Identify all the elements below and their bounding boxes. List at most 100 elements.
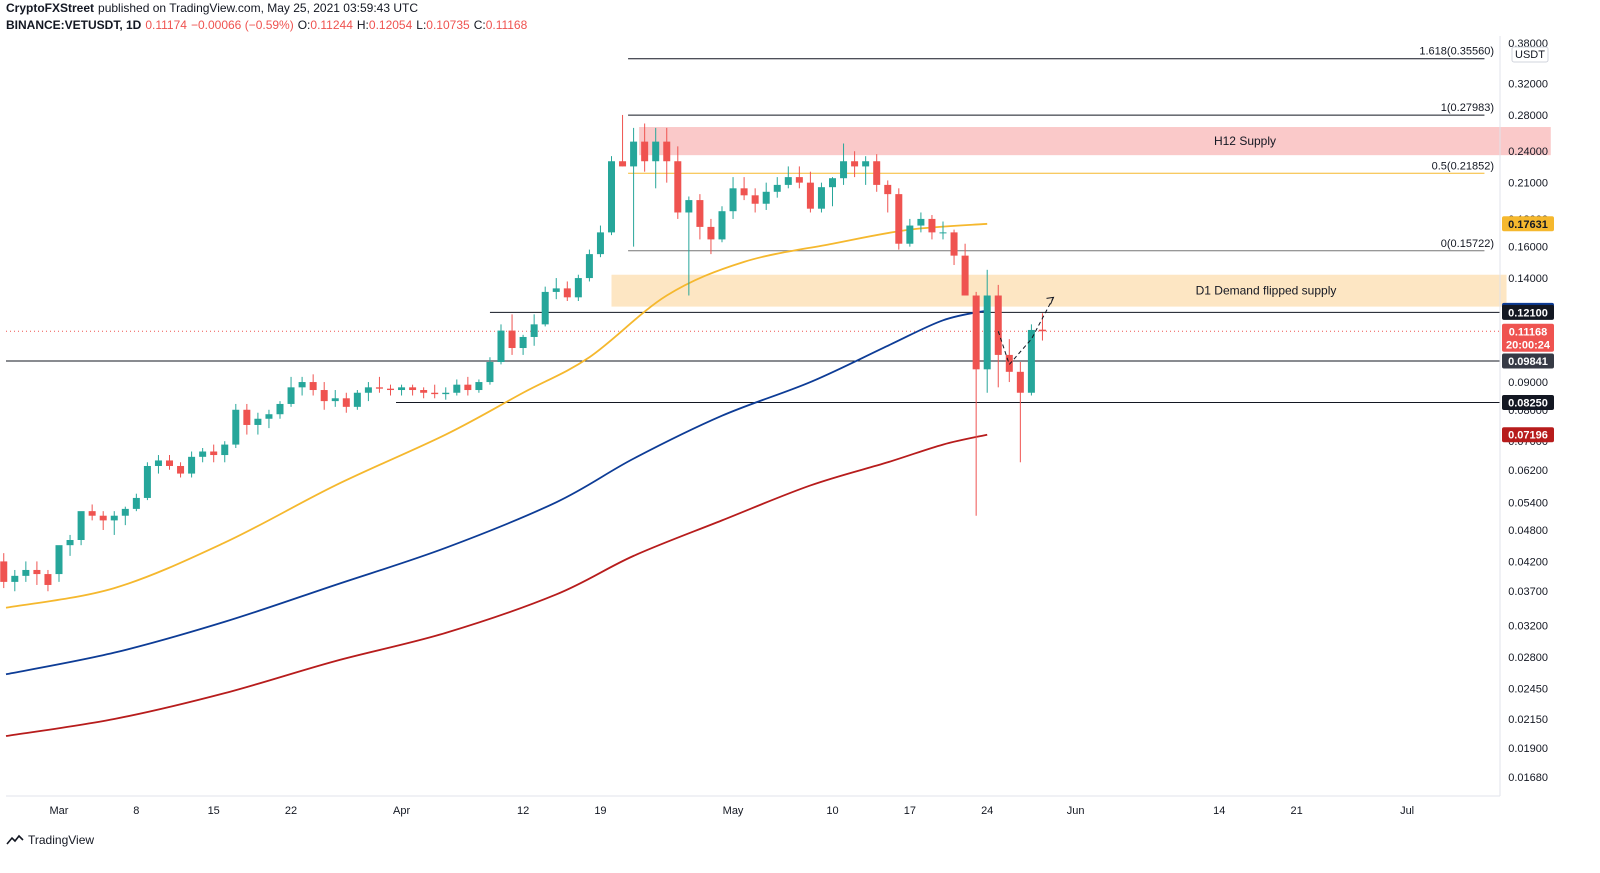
zones-layer: H12 Supply D1 Demand flipped supply [611, 127, 1551, 307]
candle-body [232, 409, 240, 445]
candle-body [342, 398, 350, 407]
price-tag-box [1502, 216, 1554, 232]
candle-body [309, 382, 317, 391]
candle [939, 221, 947, 240]
candle-body [453, 384, 461, 393]
price-tick-label: 0.02150 [1508, 714, 1548, 726]
candle [166, 455, 173, 470]
candle [773, 177, 781, 198]
price-tag-box [1502, 323, 1554, 352]
candle-body [519, 336, 527, 349]
candle [508, 314, 516, 355]
candle-body [994, 295, 1002, 355]
publisher-name[interactable]: CryptoFXStreet [6, 1, 95, 15]
candle-body [652, 141, 660, 162]
price-tick-label: 0.14000 [1508, 273, 1548, 285]
price-tag-box [1502, 395, 1554, 411]
candle [188, 451, 196, 478]
candle-body [398, 387, 406, 391]
time-tick-label: 19 [594, 805, 606, 817]
candle [817, 182, 825, 213]
currency-badge [1511, 46, 1549, 63]
candle-body [154, 460, 162, 466]
candle [696, 194, 704, 240]
candle-body [608, 161, 615, 233]
candle-body [552, 288, 560, 292]
candle-body [696, 200, 704, 227]
candle [1005, 339, 1013, 383]
price-tag-text: 0.11168 [1509, 326, 1548, 338]
candle-body [243, 409, 251, 425]
candle [873, 154, 881, 192]
time-tick-label: 8 [133, 805, 139, 817]
candle-body [464, 384, 472, 391]
high-label: H: [356, 18, 369, 32]
candle-body [873, 161, 881, 185]
candle-body [320, 390, 328, 402]
candle-body [972, 295, 980, 370]
time-tick-label: 10 [826, 805, 838, 817]
candle [33, 561, 41, 585]
candle-body [784, 177, 792, 185]
candle [972, 291, 980, 516]
candle [608, 156, 615, 236]
price-tag-countdown: 20:00:24 [1506, 339, 1551, 351]
published-text: published on TradingView.com, May 25, 20… [98, 1, 418, 15]
candle [641, 123, 649, 172]
price-tick-label: 0.03200 [1508, 620, 1548, 632]
price-tick-label: 0.24000 [1508, 146, 1548, 158]
candle [110, 511, 118, 535]
high-value: 0.12054 [368, 18, 413, 32]
candle-body [99, 515, 107, 521]
candle [674, 146, 682, 219]
price-tick-label: 0.02800 [1508, 652, 1548, 664]
candle-body [1016, 371, 1024, 393]
candle-body [663, 141, 671, 162]
candle [762, 182, 770, 210]
candle [630, 127, 638, 247]
price-tick-label: 0.28000 [1508, 110, 1548, 122]
fib-label-3: 0(0.15722) [1441, 238, 1494, 250]
candle [55, 545, 63, 582]
candle [530, 314, 538, 346]
candle [541, 286, 549, 327]
time-tick-label: Jul [1400, 805, 1414, 817]
candle [950, 229, 958, 265]
candle-body [497, 330, 505, 363]
ohlc-line: BINANCE:VETUSDT, 1D 0.11174 −0.00066 (−0… [6, 17, 527, 34]
candle [563, 281, 571, 302]
candle [895, 188, 903, 250]
tradingview-logo-icon [6, 834, 24, 845]
candle-body [596, 232, 604, 255]
candle-body [1038, 329, 1046, 332]
candles-layer [0, 114, 1046, 592]
price-tick-label: 0.06200 [1508, 465, 1548, 477]
candle [364, 382, 372, 402]
price-tag-text: 0.08250 [1508, 398, 1548, 410]
candle-body [431, 392, 439, 395]
candle-body [851, 161, 859, 167]
symbol-label[interactable]: BINANCE:VETUSDT, 1D [6, 18, 142, 32]
candle [994, 284, 1002, 388]
candle [486, 357, 494, 385]
candle-body [762, 191, 770, 204]
candle [177, 462, 185, 478]
candle-body [287, 387, 295, 404]
publish-line: CryptoFXStreet published on TradingView.… [6, 0, 527, 17]
tradingview-brand[interactable]: TradingView [6, 833, 94, 847]
candle-body [829, 178, 836, 188]
candle [574, 274, 582, 302]
price-tick-label: 0.04800 [1508, 525, 1548, 537]
candle [353, 390, 361, 410]
candle [387, 384, 394, 396]
candle-body [110, 515, 118, 521]
candle-body [1005, 354, 1013, 372]
time-axis[interactable]: Mar 8 15 22 Apr 12 19 May 10 17 24 Jun 14 21 Jul [6, 795, 1500, 817]
candle [132, 493, 140, 512]
price-tag-box [1502, 304, 1554, 320]
low-label: L: [416, 18, 427, 32]
candle-body [276, 403, 284, 415]
candle-body [983, 295, 991, 370]
candle-body [707, 226, 715, 240]
